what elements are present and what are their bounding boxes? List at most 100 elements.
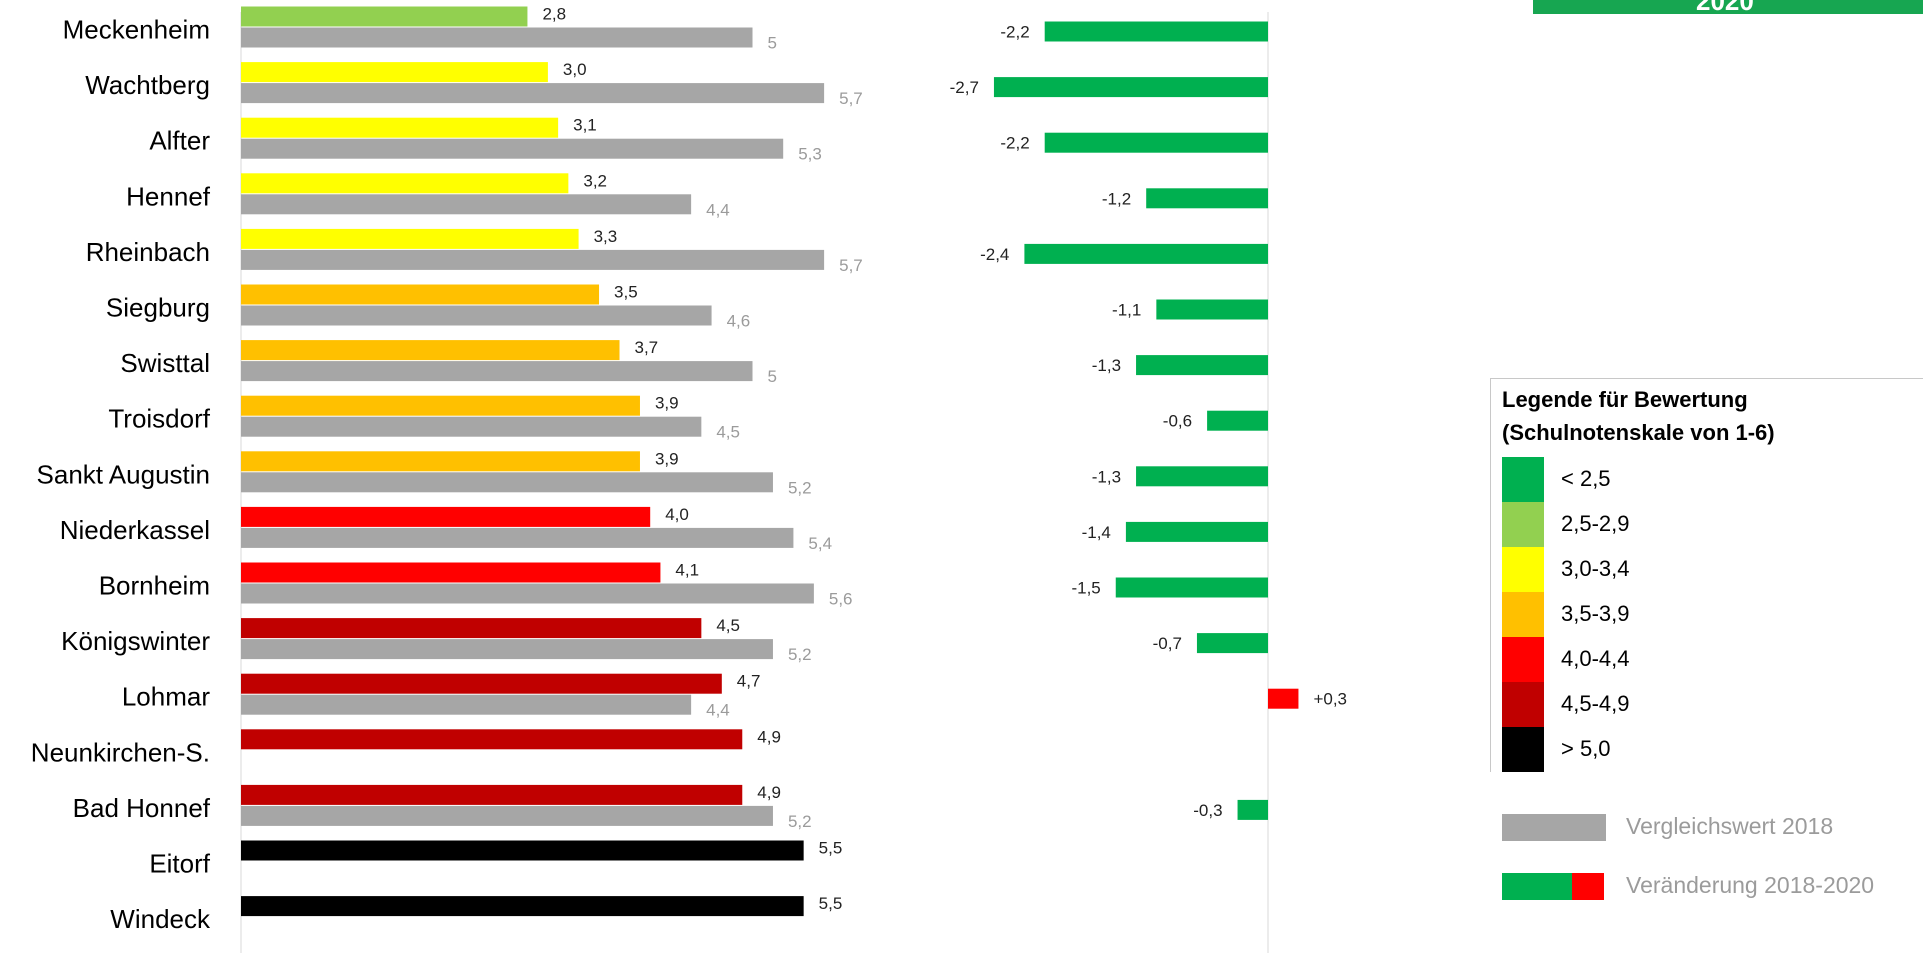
bar-change-label: -1,3 (1092, 467, 1121, 486)
category-label: Hennef (126, 181, 211, 211)
bar-2020 (241, 395, 640, 416)
bar-change (1024, 243, 1268, 264)
bar-2018-label: 5 (768, 367, 777, 386)
bar-2018-label: 5,7 (839, 256, 863, 275)
legend-item: < 2,5 (1502, 457, 1922, 502)
bar-2020-label: 4,0 (665, 505, 689, 524)
bar-2020 (241, 729, 743, 750)
legend-comparison-swatch (1502, 814, 1606, 841)
legend-swatch (1502, 547, 1544, 592)
bar-2020 (241, 173, 569, 194)
bar-2018 (241, 527, 794, 548)
bar-change (1156, 299, 1268, 320)
bar-2018 (241, 138, 784, 159)
bar-2018-label: 5,2 (788, 478, 812, 497)
category-label: Lohmar (122, 682, 210, 712)
bar-2020-label: 3,7 (635, 338, 659, 357)
bar-2018-label: 5,6 (829, 590, 853, 609)
bar-2020-label: 3,0 (563, 60, 587, 79)
legend-item-label: 3,0-3,4 (1561, 556, 1630, 581)
bar-2020-label: 3,9 (655, 449, 679, 468)
bar-2018-label: 5 (768, 34, 777, 53)
bar-2018-label: 4,4 (706, 701, 730, 720)
bar-2020 (241, 618, 702, 639)
bar-2018-label: 5,2 (788, 645, 812, 664)
bar-2018 (241, 249, 825, 270)
legend-comparison: Vergleichswert 2018 (1502, 812, 1922, 842)
bar-2020 (241, 62, 548, 83)
bar-2018-label: 5,3 (798, 145, 822, 164)
bar-2018 (241, 805, 773, 826)
bar-2020 (241, 451, 640, 472)
bar-2018-label: 5,7 (839, 89, 863, 108)
bar-change (1125, 521, 1268, 542)
bar-change-label: -1,4 (1082, 523, 1111, 542)
bar-change-label: -1,1 (1112, 301, 1141, 320)
bar-change (1044, 132, 1268, 153)
legend-change-label: Veränderung 2018-2020 (1626, 872, 1875, 898)
title-badge-text: 2020 (1696, 0, 1754, 16)
legend-title: Legende für Bewertung (Schulnotenskale v… (1502, 383, 1775, 449)
bar-change (1136, 466, 1268, 487)
legend-swatch (1502, 637, 1544, 682)
category-label: Troisdorf (108, 404, 210, 434)
bar-2020 (241, 784, 743, 805)
bar-2018 (241, 694, 692, 715)
bar-2020 (241, 228, 579, 249)
bar-2020 (241, 340, 620, 361)
category-label: Niederkassel (60, 515, 210, 545)
legend-title-line2: (Schulnotenskale von 1-6) (1502, 420, 1775, 445)
category-label: Bad Honnef (73, 793, 211, 823)
legend-item: 2,5-2,9 (1502, 502, 1922, 547)
bar-2020-label: 3,1 (573, 116, 597, 135)
bar-2020-label: 4,5 (716, 616, 740, 635)
legend-item: > 5,0 (1502, 727, 1922, 772)
legend-item-label: 4,0-4,4 (1561, 646, 1630, 671)
bar-2018 (241, 416, 702, 437)
bar-change-label: -2,2 (1000, 134, 1029, 153)
bar-change-label: +0,3 (1313, 690, 1347, 709)
legend-panel (1490, 378, 1923, 772)
category-label: Alfter (149, 126, 210, 156)
bar-2020-label: 3,9 (655, 394, 679, 413)
title-badge: 2020 (1533, 0, 1923, 16)
legend-swatch (1502, 682, 1544, 727)
bar-2020 (241, 673, 722, 694)
bar-change-label: -0,7 (1153, 634, 1182, 653)
legend-item-label: < 2,5 (1561, 466, 1611, 491)
legend-item-label: 4,5-4,9 (1561, 691, 1630, 716)
bar-change-label: -2,7 (950, 78, 979, 97)
bar-2020 (241, 117, 559, 138)
category-label: Neunkirchen-S. (31, 737, 210, 767)
bar-2018-label: 5,2 (788, 812, 812, 831)
bar-2020-label: 4,9 (757, 783, 781, 802)
bar-2020-label: 4,1 (675, 561, 699, 580)
bar-2020 (241, 506, 651, 527)
bar-change-label: -1,2 (1102, 189, 1131, 208)
category-label: Siegburg (106, 293, 210, 323)
category-label: Königswinter (61, 626, 210, 656)
legend-swatch (1502, 727, 1544, 772)
bar-change (1207, 410, 1268, 431)
bar-2018 (241, 305, 712, 326)
bar-2020 (241, 896, 804, 917)
bar-change (1136, 355, 1268, 376)
bar-change (1044, 21, 1268, 42)
bar-change (1237, 799, 1268, 820)
legend-item-label: 3,5-3,9 (1561, 601, 1630, 626)
category-label: Sankt Augustin (37, 459, 210, 489)
legend-comparison-label: Vergleichswert 2018 (1626, 813, 1834, 839)
legend-item-label: 2,5-2,9 (1561, 511, 1630, 536)
bar-2018-label: 4,6 (727, 312, 751, 331)
category-label: Eitorf (149, 849, 210, 879)
bar-change-label: -2,4 (980, 245, 1009, 264)
bar-2018 (241, 639, 773, 660)
category-label: Wachtberg (85, 70, 210, 100)
category-label: Rheinbach (86, 237, 210, 267)
legend-title-line1: Legende für Bewertung (1502, 387, 1748, 412)
bar-2018 (241, 361, 753, 382)
bar-2020-label: 2,8 (542, 5, 566, 24)
legend-change-swatch-negative (1502, 873, 1572, 900)
bar-2018-label: 4,4 (706, 200, 730, 219)
